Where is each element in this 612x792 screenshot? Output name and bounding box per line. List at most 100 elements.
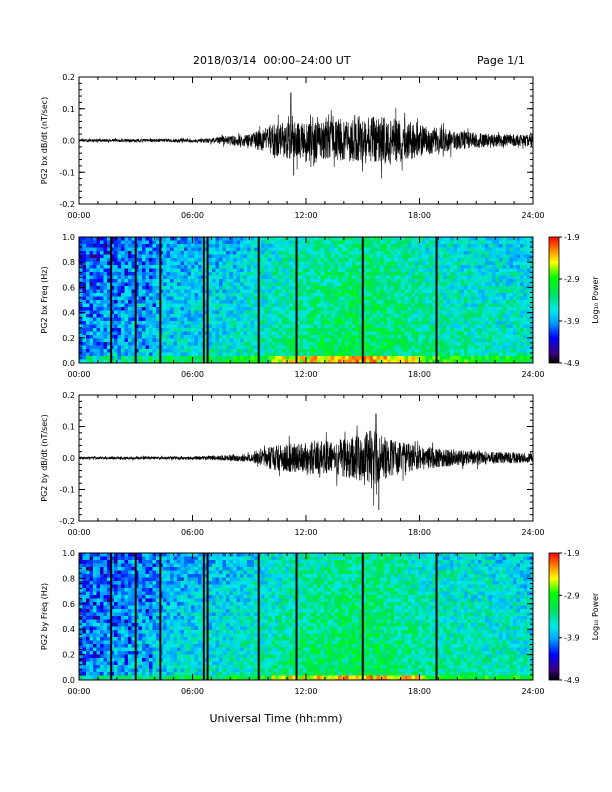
spectrogram-cell — [212, 349, 216, 353]
spectrogram-cell — [124, 352, 128, 356]
spectrogram-cell — [506, 296, 510, 300]
spectrogram-cell — [166, 247, 170, 251]
spectrogram-cell — [187, 258, 191, 262]
spectrogram-cell — [474, 268, 478, 272]
spectrogram-cell — [163, 338, 167, 342]
spectrogram-cell — [352, 296, 356, 300]
spectrogram-cell — [117, 314, 121, 318]
spectrogram-cell — [471, 268, 475, 272]
spectrogram-cell — [243, 268, 247, 272]
spectrogram-cell — [464, 272, 468, 276]
spectrogram-cell — [513, 286, 517, 290]
spectrogram-cell — [471, 352, 475, 356]
spectrogram-cell — [450, 237, 454, 241]
spectrogram-cell — [436, 261, 440, 265]
spectrogram-cell — [247, 282, 251, 286]
spectrogram-cell — [453, 282, 457, 286]
spectrogram-cell — [198, 282, 202, 286]
spectrogram-cell — [488, 356, 492, 360]
spectrogram-cell — [285, 345, 289, 349]
spectrogram-cell — [387, 251, 391, 255]
spectrogram-cell — [327, 254, 331, 258]
spectrogram-cell — [492, 314, 496, 318]
spectrogram-cell — [506, 265, 510, 269]
spectrogram-cell — [499, 247, 503, 251]
spectrogram-cell — [404, 261, 408, 265]
spectrogram-cell — [278, 289, 282, 293]
spectrogram-cell — [100, 254, 104, 258]
spectrogram-cell — [520, 272, 524, 276]
spectrogram-cell — [450, 272, 454, 276]
spectrogram-cell — [317, 261, 321, 265]
spectrogram-cell — [212, 356, 216, 360]
spectrogram-cell — [306, 335, 310, 339]
spectrogram-cell — [439, 303, 443, 307]
spectrogram-cell — [366, 352, 370, 356]
spectrogram-cell — [226, 251, 230, 255]
spectrogram-cell — [128, 342, 132, 346]
spectrogram-cell — [149, 279, 153, 283]
spectrogram-cell — [422, 282, 426, 286]
spectrogram-cell — [527, 251, 531, 255]
spectrogram-cell — [117, 335, 121, 339]
spectrogram-cell — [376, 244, 380, 248]
spectrogram-cell — [530, 289, 533, 293]
spectrogram-cell — [467, 359, 471, 363]
spectrogram-cell — [187, 282, 191, 286]
spectrogram-cell — [334, 324, 338, 328]
spectrogram-cell — [432, 338, 436, 342]
spectrogram-cell — [345, 331, 349, 335]
spectrogram-cell — [296, 352, 300, 356]
spectrogram-cell — [376, 254, 380, 258]
spectrogram-cell — [170, 293, 174, 297]
spectrogram-cell — [166, 338, 170, 342]
spectrogram-cell — [191, 247, 195, 251]
spectrogram-cell — [285, 303, 289, 307]
spectrogram-cell — [289, 237, 293, 241]
data-gap-line — [206, 237, 209, 363]
spectrogram-cell — [439, 240, 443, 244]
spectrogram-cell — [215, 272, 219, 276]
spectrogram-cell — [436, 286, 440, 290]
spectrogram-cell — [495, 258, 499, 262]
spectrogram-cell — [110, 296, 114, 300]
spectrogram-cell — [250, 359, 254, 363]
spectrogram-cell — [502, 300, 506, 304]
spectrogram-cell — [338, 240, 342, 244]
spectrogram-cell — [170, 310, 174, 314]
spectrogram-cell — [121, 279, 125, 283]
spectrogram-cell — [481, 300, 485, 304]
spectrogram-cell — [359, 335, 363, 339]
spectrogram-cell — [114, 251, 118, 255]
spectrogram-cell — [296, 321, 300, 325]
spectrogram-cell — [362, 275, 366, 279]
spectrogram-cell — [117, 324, 121, 328]
spectrogram-cell — [397, 272, 401, 276]
spectrogram-cell — [422, 251, 426, 255]
spectrogram-cell — [457, 338, 461, 342]
spectrogram-cell — [373, 268, 377, 272]
spectrogram-cell — [289, 247, 293, 251]
spectrogram-cell — [369, 338, 373, 342]
spectrogram-cell — [331, 356, 335, 360]
spectrogram-cell — [184, 314, 188, 318]
spectrogram-cell — [117, 289, 121, 293]
spectrogram-cell — [261, 352, 265, 356]
spectrogram-cell — [233, 345, 237, 349]
spectrogram-cell — [303, 258, 307, 262]
spectrogram-cell — [362, 279, 366, 283]
spectrogram-cell — [306, 244, 310, 248]
spectrogram-cell — [387, 279, 391, 283]
spectrogram-cell — [345, 356, 349, 360]
spectrogram-cell — [520, 303, 524, 307]
spectrogram-cell — [236, 349, 240, 353]
spectrogram-cell — [268, 289, 272, 293]
spectrogram-cell — [383, 335, 387, 339]
spectrogram-cell — [443, 293, 447, 297]
spectrogram-cell — [240, 331, 244, 335]
spectrogram-cell — [348, 300, 352, 304]
spectrogram-cell — [299, 342, 303, 346]
spectrogram-cell — [523, 324, 527, 328]
spectrogram-cell — [222, 268, 226, 272]
spectrogram-cell — [373, 310, 377, 314]
